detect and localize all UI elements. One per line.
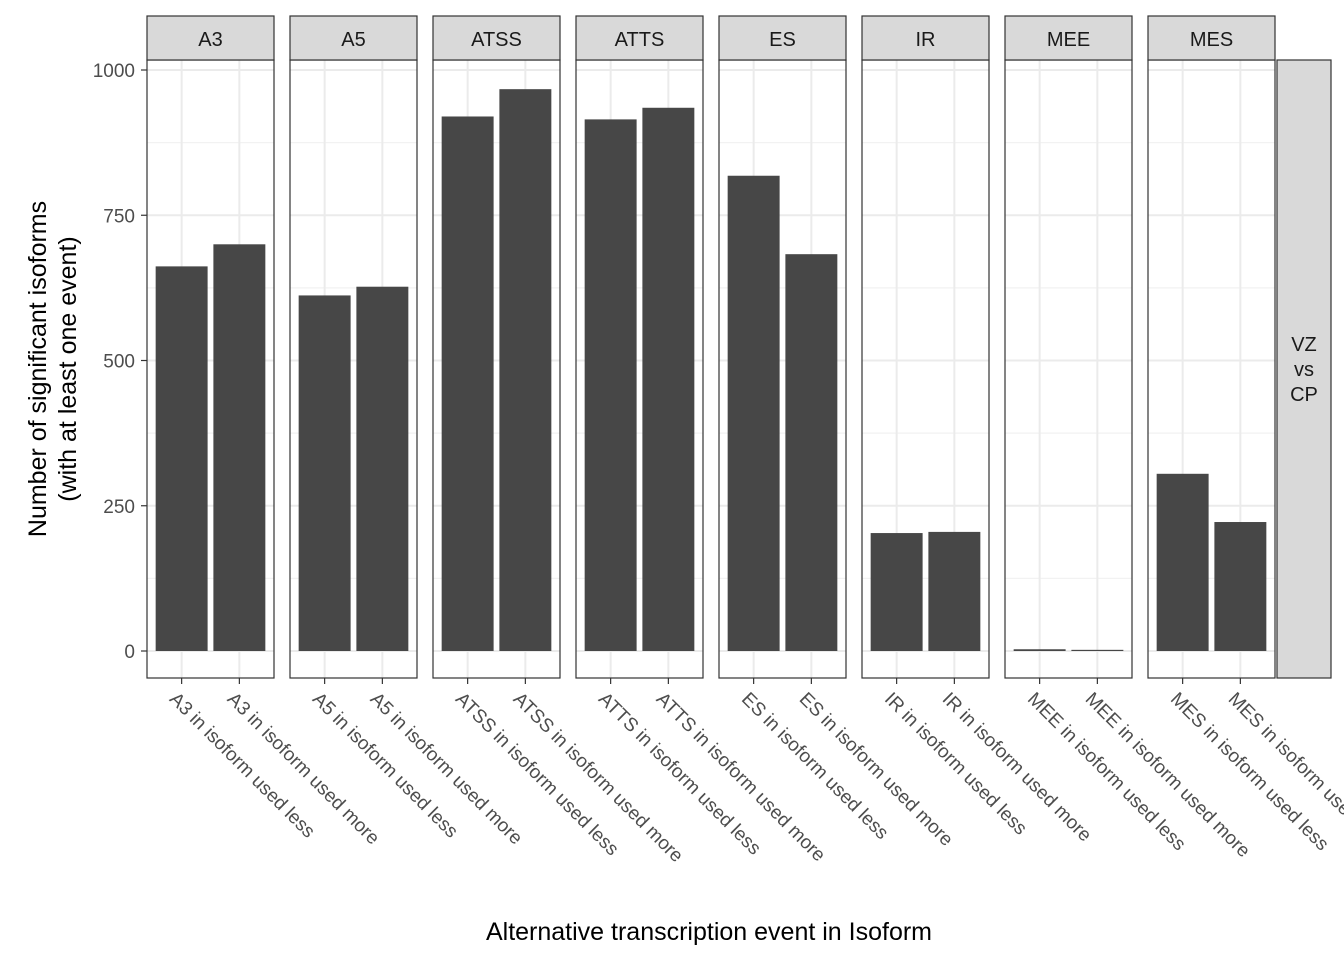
strip-background — [718, 15, 847, 61]
strip-background — [1004, 15, 1133, 61]
y-tick-label: 750 — [103, 206, 135, 227]
row-strip-background — [1276, 59, 1332, 679]
y-axis-title: Number of significant isoforms(with at l… — [24, 201, 82, 537]
strip-background — [1147, 15, 1276, 61]
bar-atts-2 — [642, 107, 695, 651]
bar-a5-2 — [356, 286, 409, 651]
bar-mee-1 — [1013, 649, 1066, 651]
y-tick-label: 0 — [124, 642, 135, 663]
y-tick-label: 250 — [103, 497, 135, 518]
strip-label-mes: MES — [1190, 29, 1233, 51]
bar-a3-1 — [155, 266, 208, 651]
row-strip-label: VZ vs CP — [1290, 334, 1318, 406]
bar-mee-2 — [1071, 649, 1124, 651]
strip-background — [146, 15, 275, 61]
bar-atss-1 — [441, 116, 494, 652]
strip-label-a5: A5 — [341, 29, 365, 51]
strip-label-es: ES — [769, 29, 796, 51]
bar-es-1 — [727, 175, 780, 651]
bar-ir-1 — [870, 533, 923, 651]
bar-mes-1 — [1156, 473, 1209, 651]
bar-a3-2 — [213, 244, 266, 652]
strip-background — [289, 15, 418, 61]
bar-atts-1 — [584, 119, 637, 651]
y-tick-label: 1000 — [93, 61, 135, 82]
panel-background — [1005, 60, 1132, 678]
strip-label-atts: ATTS — [615, 29, 665, 51]
strip-background — [432, 15, 561, 61]
bar-es-2 — [785, 254, 838, 651]
row-strip: VZ vs CP — [1276, 59, 1332, 679]
bar-a5-1 — [298, 295, 351, 651]
strip-label-atss: ATSS — [471, 29, 522, 51]
y-axis: 0 250 500 750 1000 — [93, 61, 147, 663]
strip-label-mee: MEE — [1047, 29, 1090, 51]
x-axis-title: Alternative transcription event in Isofo… — [486, 918, 932, 946]
strip-label-ir: IR — [916, 29, 936, 51]
strip-label-a3: A3 — [198, 29, 222, 51]
strip-background — [861, 15, 990, 61]
bar-ir-2 — [928, 531, 981, 651]
y-tick-label: 500 — [103, 352, 135, 373]
bar-atss-2 — [499, 89, 552, 652]
strip-background — [575, 15, 704, 61]
bar-mes-2 — [1214, 522, 1267, 651]
